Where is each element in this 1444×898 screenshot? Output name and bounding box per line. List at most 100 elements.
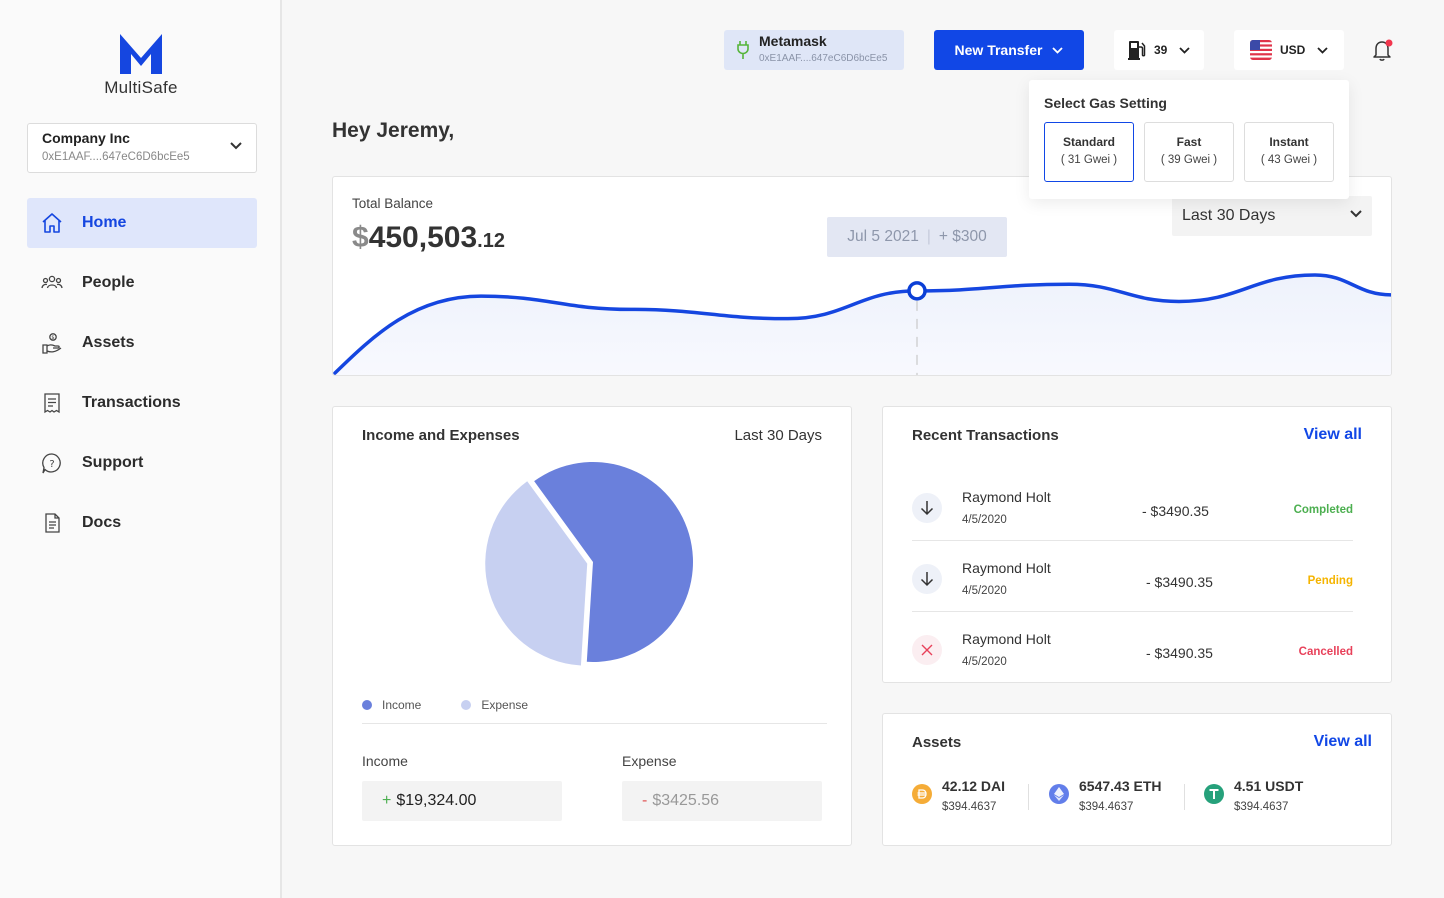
sidebar-item-label: Transactions [82,394,181,411]
transaction-row[interactable]: Raymond Holt 4/5/2020 - $3490.35 Pending [912,541,1353,612]
income-expenses-range[interactable]: Last 30 Days [734,427,822,444]
balance-area [334,274,1391,375]
tooltip-separator: | [926,228,931,245]
transactions-icon [41,392,63,414]
sidebar-item-support[interactable]: ? Support [27,438,257,488]
dai-coin-icon [912,784,932,804]
pie-slice-income[interactable] [534,462,693,662]
gas-option-value: ( 31 Gwei ) [1060,154,1118,166]
gas-pump-icon [1128,41,1146,60]
gas-option-standard[interactable]: Standard ( 31 Gwei ) [1044,122,1134,182]
income-expense-pie-chart [485,462,693,666]
gas-option-fast[interactable]: Fast ( 39 Gwei ) [1144,122,1234,182]
legend-label: Income [382,698,422,712]
account-selector[interactable]: Company Inc 0xE1AAF....647eC6D6bcEe5 [27,123,257,173]
expense-label: Expense [622,753,677,769]
transaction-status: Pending [1307,575,1353,587]
chevron-down-icon [1179,46,1190,54]
wallet-address: 0xE1AAF....647eC6D6bcEe5 [759,53,888,64]
multisafe-logo-icon [120,34,162,74]
sidebar-item-people[interactable]: People [27,258,257,308]
expense-sign: - [642,792,648,809]
asset-usd-value: $394.4637 [1079,801,1134,813]
transaction-name: Raymond Holt [962,489,1051,505]
arrow-down-icon [912,493,942,523]
transaction-amount: - $3490.35 [1146,645,1213,661]
new-transfer-button[interactable]: New Transfer [934,30,1084,70]
income-expenses-card: Income and Expenses Last 30 Days Income … [332,406,852,846]
recent-transactions-card: Recent Transactions View all Raymond Hol… [882,406,1392,683]
sidebar-item-label: Home [82,214,127,231]
home-icon [41,212,63,234]
svg-text:$: $ [51,335,54,341]
gas-option-value: ( 43 Gwei ) [1260,154,1318,166]
account-address: 0xE1AAF....647eC6D6bcEe5 [42,151,190,163]
usdt-coin-icon [1204,784,1224,804]
chevron-down-icon [1052,46,1064,54]
currency-selector[interactable]: USD [1234,30,1344,70]
chevron-down-icon [1317,46,1328,54]
asset-separator [1028,784,1029,810]
asset-separator [1184,784,1185,810]
gas-option-name: Fast [1176,135,1202,149]
assets-view-all-link[interactable]: View all [1313,733,1372,750]
transactions-view-all-link[interactable]: View all [1303,426,1362,443]
asset-usd-value: $394.4637 [1234,801,1289,813]
legend-dot [461,700,472,710]
transaction-name: Raymond Holt [962,631,1051,647]
transaction-row[interactable]: Raymond Holt 4/5/2020 - $3490.35 Complet… [912,470,1353,541]
transaction-status: Cancelled [1298,646,1353,658]
asset-amount: 42.12 DAI [942,778,1006,794]
balance-range-select[interactable]: Last 30 Days [1172,196,1372,236]
sidebar-item-label: Assets [82,334,135,351]
tooltip-date: Jul 5 2021 [847,228,919,245]
chevron-down-icon [1350,210,1362,218]
logo[interactable]: MultiSafe [0,34,282,98]
asset-amount: 4.51 USDT [1234,778,1304,794]
docs-icon [41,512,63,534]
income-value-box: + $19,324.00 [362,781,562,821]
transaction-date: 4/5/2020 [962,585,1007,597]
sidebar-item-assets[interactable]: $ Assets [27,318,257,368]
gas-menu-title: Select Gas Setting [1044,95,1167,111]
chart-tooltip: Jul 5 2021 | + $300 [827,217,1007,257]
sidebar-item-docs[interactable]: Docs [27,498,257,548]
plug-icon [737,41,749,59]
notifications-button[interactable] [1372,38,1394,67]
assets-title: Assets [912,734,962,751]
asset-usd-value: $394.4637 [942,801,997,813]
gas-selector[interactable]: 39 [1114,30,1204,70]
balance-cents: .12 [477,230,505,252]
tooltip-change: + $300 [938,228,987,245]
balance-label: Total Balance [352,196,434,211]
income-expenses-title: Income and Expenses [362,427,520,444]
wallet-connection[interactable]: Metamask 0xE1AAF....647eC6D6bcEe5 [724,30,904,70]
new-transfer-label: New Transfer [954,42,1043,58]
gas-option-instant[interactable]: Instant ( 43 Gwei ) [1244,122,1334,182]
pie-slice-expense[interactable] [485,481,588,666]
transaction-row[interactable]: Raymond Holt 4/5/2020 - $3490.35 Cancell… [912,612,1353,683]
wallet-name: Metamask [759,33,827,49]
support-icon: ? [41,452,63,474]
arrow-down-icon [912,564,942,594]
us-flag-icon [1250,40,1272,60]
sidebar-item-home[interactable]: Home [27,198,257,248]
income-label: Income [362,753,408,769]
bell-icon [1373,39,1393,61]
sidebar-nav: Home People $ Assets Transactions ? Supp… [27,198,257,558]
asset-amount: 6547.43 ETH [1079,778,1162,794]
highlighted-point[interactable] [907,281,927,301]
legend-item-expense: Expense [461,698,528,712]
balance-card: Total Balance $450,503.12 Jul 5 2021 | +… [332,176,1392,376]
sidebar: MultiSafe Company Inc 0xE1AAF....647eC6D… [0,0,282,898]
sidebar-item-label: People [82,274,135,291]
currency-value: USD [1280,43,1306,57]
transaction-status: Completed [1293,504,1353,516]
gas-option-name: Standard [1062,135,1115,149]
sidebar-item-transactions[interactable]: Transactions [27,378,257,428]
app-name: MultiSafe [104,78,178,97]
gas-option-value: ( 39 Gwei ) [1160,154,1218,166]
balance-line-chart[interactable] [333,177,1392,376]
income-sign: + [382,792,392,809]
transaction-amount: - $3490.35 [1142,503,1209,519]
